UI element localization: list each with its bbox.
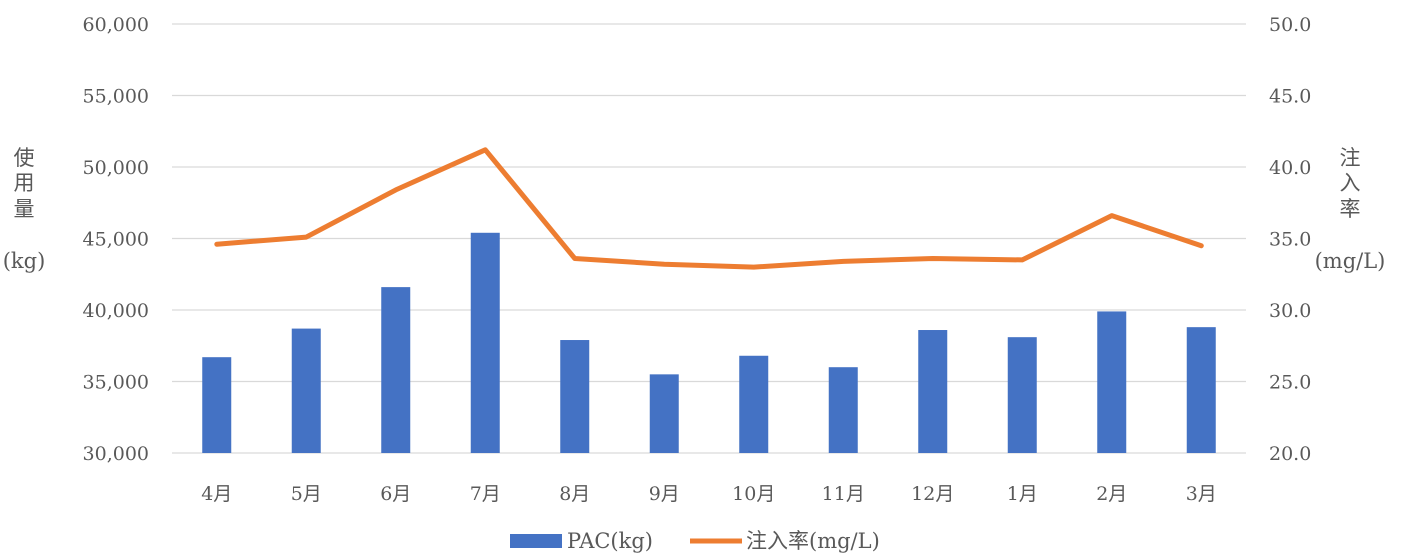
left-tick-label: 60,000 xyxy=(83,14,149,36)
x-tick-label: 1月 xyxy=(1007,483,1038,505)
right-axis-title-line: 率 xyxy=(1340,197,1361,221)
right-tick-label: 20.0 xyxy=(1269,443,1311,465)
bar xyxy=(828,367,858,453)
right-tick-label: 35.0 xyxy=(1269,229,1311,251)
right-axis-ticks: 20.0 25.0 30.0 35.0 40.0 45.0 50.0 xyxy=(1269,14,1311,465)
left-axis-ticks: 30,000 35,000 40,000 45,000 50,000 55,000 60,0… xyxy=(83,14,149,465)
bar xyxy=(739,355,769,453)
right-axis-title-line: 入 xyxy=(1340,171,1361,195)
x-tick-label: 5月 xyxy=(291,483,322,505)
legend-label-bar: PAC(kg) xyxy=(567,529,653,553)
bar xyxy=(918,330,948,453)
x-tick-label: 12月 xyxy=(911,483,954,505)
left-tick-label: 55,000 xyxy=(83,86,149,108)
x-axis-ticks: 4月 5月 6月 7月 8月 9月 10月 11月 12月 1月 2月 3月 xyxy=(201,483,1217,505)
right-tick-label: 40.0 xyxy=(1269,157,1311,179)
right-tick-label: 25.0 xyxy=(1269,372,1311,394)
left-axis-title-line: 量 xyxy=(14,197,35,221)
bar xyxy=(291,328,321,453)
legend-swatch-bar xyxy=(510,534,562,548)
left-tick-label: 30,000 xyxy=(83,443,149,465)
bar xyxy=(202,357,232,453)
x-tick-label: 2月 xyxy=(1096,483,1127,505)
x-tick-label: 6月 xyxy=(380,483,411,505)
left-axis-title: 使用量 (kg) xyxy=(3,146,46,273)
x-tick-label: 10月 xyxy=(732,483,775,505)
x-tick-label: 3月 xyxy=(1186,483,1217,505)
left-tick-label: 40,000 xyxy=(83,300,149,322)
left-axis-title-line: (kg) xyxy=(3,249,46,273)
x-tick-label: 11月 xyxy=(822,483,865,505)
bar-series xyxy=(202,232,1216,453)
left-axis-title-line: 用 xyxy=(14,171,35,195)
x-tick-label: 8月 xyxy=(559,483,590,505)
x-tick-label: 4月 xyxy=(201,483,232,505)
right-axis-title-line: (mg/L) xyxy=(1315,249,1386,273)
line-series xyxy=(214,147,1204,270)
right-axis-title-line: 注 xyxy=(1340,146,1361,170)
left-tick-label: 35,000 xyxy=(83,372,149,394)
bar xyxy=(1007,337,1037,453)
bar xyxy=(1186,327,1216,453)
left-axis-title-line: 使 xyxy=(14,146,35,170)
bar xyxy=(1097,311,1127,453)
right-tick-label: 45.0 xyxy=(1269,86,1311,108)
legend: PAC(kg) 注入率(mg/L) xyxy=(510,529,880,553)
line-path xyxy=(214,147,1204,270)
right-tick-label: 30.0 xyxy=(1269,300,1311,322)
left-tick-label: 50,000 xyxy=(83,157,149,179)
bar xyxy=(470,232,500,453)
x-tick-label: 7月 xyxy=(470,483,501,505)
gridlines xyxy=(172,23,1246,454)
bar xyxy=(649,374,679,453)
bar xyxy=(560,340,590,453)
left-tick-label: 45,000 xyxy=(83,229,149,251)
right-tick-label: 50.0 xyxy=(1269,14,1311,36)
right-axis-title: 注入率 (mg/L) xyxy=(1315,146,1386,273)
legend-label-line: 注入率(mg/L) xyxy=(746,529,880,553)
bar xyxy=(381,287,411,453)
x-tick-label: 9月 xyxy=(649,483,680,505)
